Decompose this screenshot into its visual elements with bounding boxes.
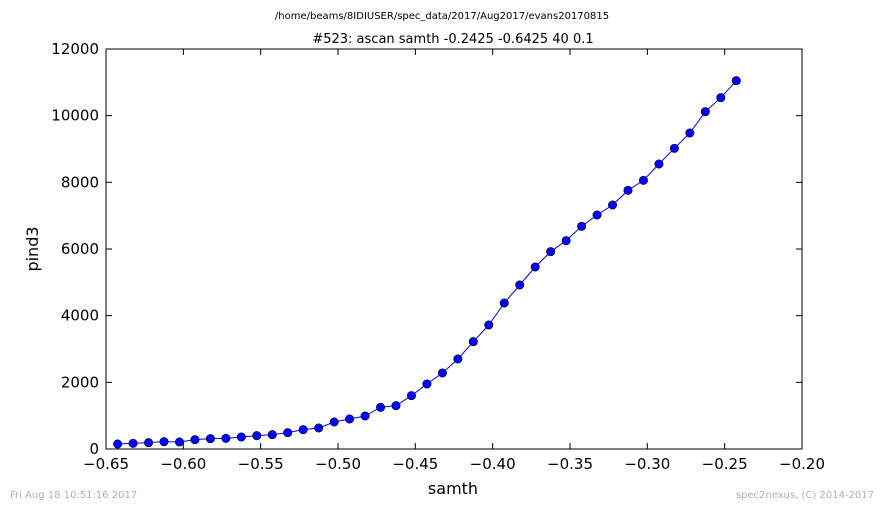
data-point — [546, 247, 556, 257]
data-point — [515, 280, 525, 290]
y-tick-label: 4000 — [61, 307, 99, 325]
data-point — [731, 76, 741, 86]
data-point — [638, 175, 648, 185]
data-point — [144, 438, 154, 448]
data-point — [190, 435, 200, 445]
series-line — [117, 80, 737, 445]
data-point — [205, 434, 215, 444]
data-point — [685, 128, 695, 138]
data-point — [159, 437, 169, 447]
data-point — [669, 143, 679, 153]
data-point — [608, 200, 618, 210]
footer-timestamp: Fri Aug 18 10:51:16 2017 — [10, 490, 137, 501]
data-point — [267, 430, 277, 440]
series — [113, 76, 741, 449]
y-tick-label: 2000 — [61, 373, 99, 391]
data-point — [174, 437, 184, 447]
data-point — [561, 236, 571, 246]
y-tick-label: 0 — [89, 440, 99, 458]
y-tick-label: 10000 — [51, 107, 99, 125]
data-point — [298, 425, 308, 435]
data-point — [499, 298, 509, 308]
data-point — [422, 379, 432, 389]
data-point — [314, 423, 324, 433]
data-point — [221, 433, 231, 443]
data-point — [437, 368, 447, 378]
x-tick-label: −0.50 — [315, 455, 361, 473]
data-point — [236, 432, 246, 442]
data-point — [329, 417, 339, 427]
x-tick-label: −0.20 — [779, 455, 825, 473]
y-axis-label: pind3 — [23, 226, 42, 271]
x-tick-label: −0.60 — [160, 455, 206, 473]
data-point — [113, 439, 123, 449]
data-point — [376, 402, 386, 412]
ticks: −0.65 −0.60 −0.55 −0.50 −0.45 −0.40 −0.35 −0.30… — [51, 40, 825, 473]
data-point — [530, 262, 540, 272]
data-point — [128, 438, 138, 448]
data-point — [716, 93, 726, 103]
footer-copyright: spec2nexus, (C) 2014-2017 — [736, 490, 874, 501]
x-axis-label: samth — [428, 479, 478, 498]
data-point — [345, 414, 355, 424]
data-point — [283, 428, 293, 438]
y-tick-label: 12000 — [51, 40, 99, 58]
y-tick-label: 8000 — [61, 173, 99, 191]
x-tick-label: −0.30 — [624, 455, 670, 473]
x-tick-label: −0.40 — [470, 455, 516, 473]
x-tick-label: −0.25 — [702, 455, 748, 473]
plot-area — [105, 48, 803, 450]
supertitle: /home/beams/8IDIUSER/spec_data/2017/Aug2… — [275, 11, 609, 22]
data-point — [577, 221, 587, 231]
data-point — [484, 320, 494, 330]
data-point — [453, 354, 463, 364]
x-tick-label: −0.55 — [238, 455, 284, 473]
x-tick-label: −0.35 — [547, 455, 593, 473]
data-point — [406, 391, 416, 401]
data-point — [592, 210, 602, 220]
data-point — [654, 159, 664, 169]
data-point — [391, 401, 401, 411]
data-point — [623, 185, 633, 195]
data-point — [700, 107, 710, 117]
x-tick-label: −0.65 — [83, 455, 129, 473]
data-point — [468, 337, 478, 347]
chart-title: #523: ascan samth -0.2425 -0.6425 40 0.1 — [312, 32, 593, 47]
y-tick-label: 6000 — [61, 240, 99, 258]
x-tick-label: −0.45 — [392, 455, 438, 473]
data-point — [252, 431, 262, 441]
data-point — [360, 411, 370, 421]
